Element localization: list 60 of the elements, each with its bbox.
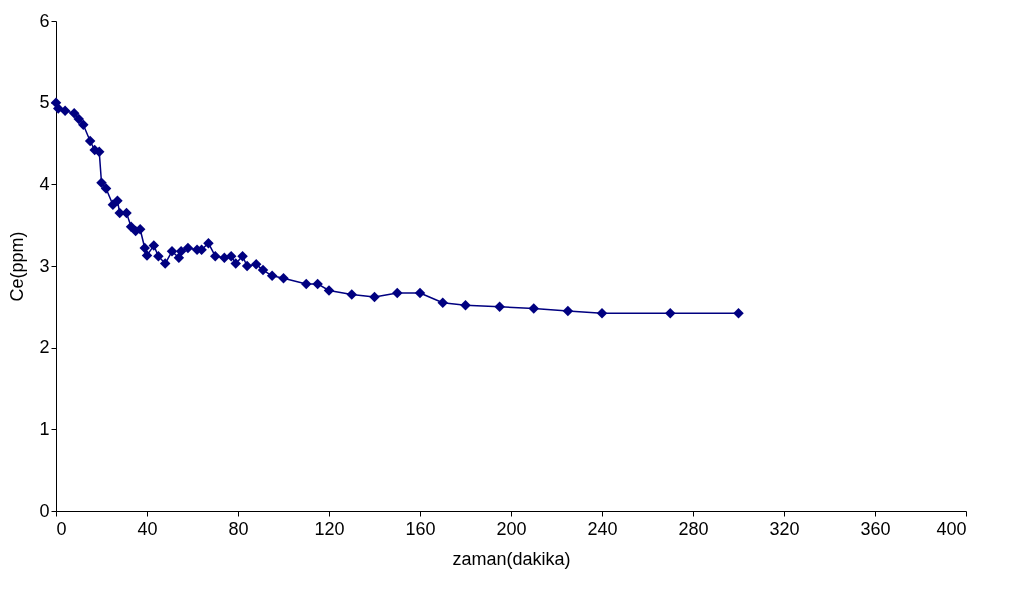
point <box>59 105 71 117</box>
point <box>460 299 471 311</box>
point <box>733 308 744 319</box>
x-tick-label: 280 <box>678 518 709 539</box>
point <box>230 258 241 269</box>
x-tick-label: 160 <box>405 518 436 539</box>
y-tick-label: 5 <box>39 92 50 113</box>
x-tick-label: 240 <box>587 518 618 539</box>
y-tick-label: 3 <box>39 255 50 276</box>
point <box>78 119 89 130</box>
point <box>369 291 380 303</box>
x-tick-label: 320 <box>769 518 800 539</box>
x-tick-label: 400 <box>936 518 967 539</box>
x-tick-label: 360 <box>860 518 891 539</box>
point <box>241 260 253 272</box>
y-tick-label: 0 <box>39 500 50 521</box>
x-tick-label: 200 <box>496 518 527 539</box>
y-tick-label: 2 <box>39 337 50 358</box>
x-tick-label: 0 <box>56 518 67 539</box>
point <box>237 250 248 262</box>
y-tick-label: 4 <box>39 173 50 194</box>
x-tick-label: 120 <box>314 518 345 539</box>
point <box>414 287 426 299</box>
point <box>159 258 171 269</box>
point <box>203 237 214 249</box>
point <box>182 242 194 254</box>
point <box>141 250 153 261</box>
y-tick-label: 1 <box>39 418 50 439</box>
point <box>153 250 164 262</box>
y-axis-title: Ce(ppm) <box>7 231 28 302</box>
point <box>96 177 107 188</box>
point <box>73 113 84 125</box>
point <box>528 303 539 314</box>
x-axis-title: zaman(dakika) <box>452 548 571 569</box>
point <box>68 108 80 119</box>
point <box>301 278 312 290</box>
point <box>210 250 221 262</box>
point <box>148 240 160 251</box>
point <box>437 297 448 308</box>
point <box>257 264 269 276</box>
y-tick-label: 6 <box>39 10 50 31</box>
point <box>278 273 289 284</box>
x-tick-label: 40 <box>137 518 158 539</box>
point <box>100 183 112 194</box>
point <box>175 246 187 257</box>
x-tick-label: 80 <box>228 518 249 539</box>
point <box>53 103 64 114</box>
point <box>494 301 505 313</box>
point <box>346 289 357 300</box>
point <box>562 305 574 317</box>
point <box>596 308 608 319</box>
point <box>84 135 96 147</box>
point <box>323 285 335 296</box>
point <box>112 195 123 206</box>
point <box>266 270 278 282</box>
point <box>312 278 323 290</box>
point <box>139 242 150 254</box>
point <box>250 259 262 270</box>
point <box>392 287 403 299</box>
point <box>665 308 676 319</box>
